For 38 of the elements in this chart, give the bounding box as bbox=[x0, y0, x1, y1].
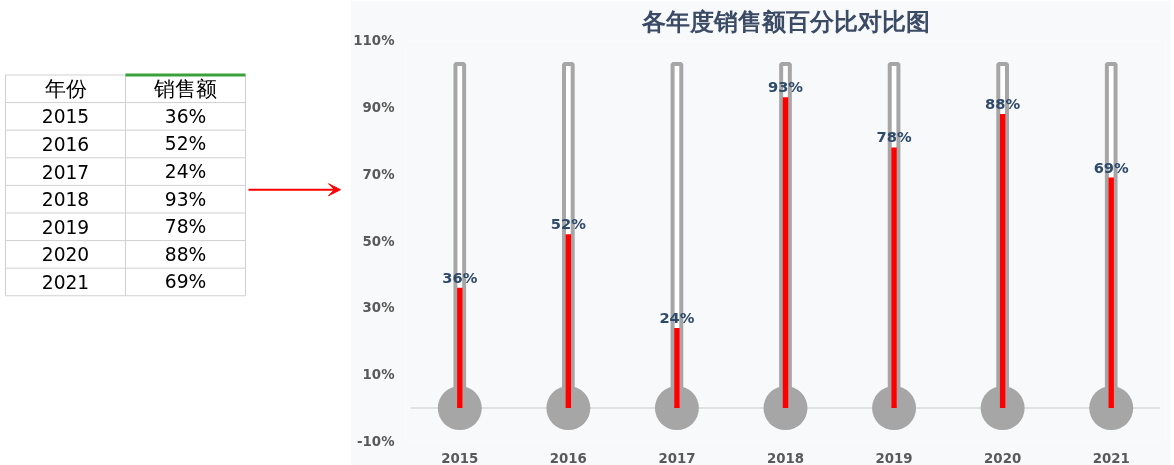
category-label: 2019 bbox=[41, 216, 90, 238]
category-label: 2015 bbox=[41, 106, 90, 128]
data-label: 88% bbox=[985, 95, 1021, 113]
data-label: 93% bbox=[767, 78, 804, 96]
text: 93% bbox=[164, 188, 207, 210]
text: 年份 bbox=[44, 76, 87, 102]
data-label: 36% bbox=[442, 268, 478, 286]
x-tick-label: 2015 bbox=[441, 450, 479, 465]
x-tick-label: 2021 bbox=[1092, 450, 1130, 465]
x-tick-label: 2019 bbox=[875, 450, 913, 465]
x-tick-label: 2017 bbox=[658, 450, 696, 465]
text: 88% bbox=[164, 243, 207, 265]
y-tick-label: 50% bbox=[362, 233, 395, 249]
category-label: 2020 bbox=[41, 244, 90, 266]
y-tick-label: -10% bbox=[357, 434, 395, 449]
text: 24% bbox=[164, 161, 207, 183]
text: 52% bbox=[164, 133, 207, 155]
x-tick-label: 2020 bbox=[984, 450, 1022, 465]
data-label: 69% bbox=[1093, 158, 1130, 176]
text: 69% bbox=[164, 271, 207, 293]
data-label: 24% bbox=[659, 308, 695, 326]
y-tick-label: 30% bbox=[362, 300, 395, 316]
category-label: 2016 bbox=[41, 133, 90, 155]
text: 78% bbox=[164, 216, 207, 238]
text: 36% bbox=[164, 105, 207, 127]
chart-title: 各年度销售额百分比对比图 bbox=[640, 7, 930, 36]
y-tick-label: 70% bbox=[362, 166, 395, 182]
category-label: 2021 bbox=[41, 271, 90, 293]
data-label: 52% bbox=[550, 215, 587, 233]
y-tick-label: 110% bbox=[353, 33, 395, 48]
category-label: 2018 bbox=[41, 189, 90, 211]
text: 销售额 bbox=[153, 76, 217, 102]
y-tick-label: 90% bbox=[362, 99, 395, 115]
category-label: 2017 bbox=[41, 161, 90, 183]
y-tick-label: 10% bbox=[362, 367, 395, 383]
x-tick-label: 2016 bbox=[549, 450, 587, 465]
x-tick-label: 2018 bbox=[766, 450, 805, 465]
data-label: 78% bbox=[876, 128, 912, 146]
